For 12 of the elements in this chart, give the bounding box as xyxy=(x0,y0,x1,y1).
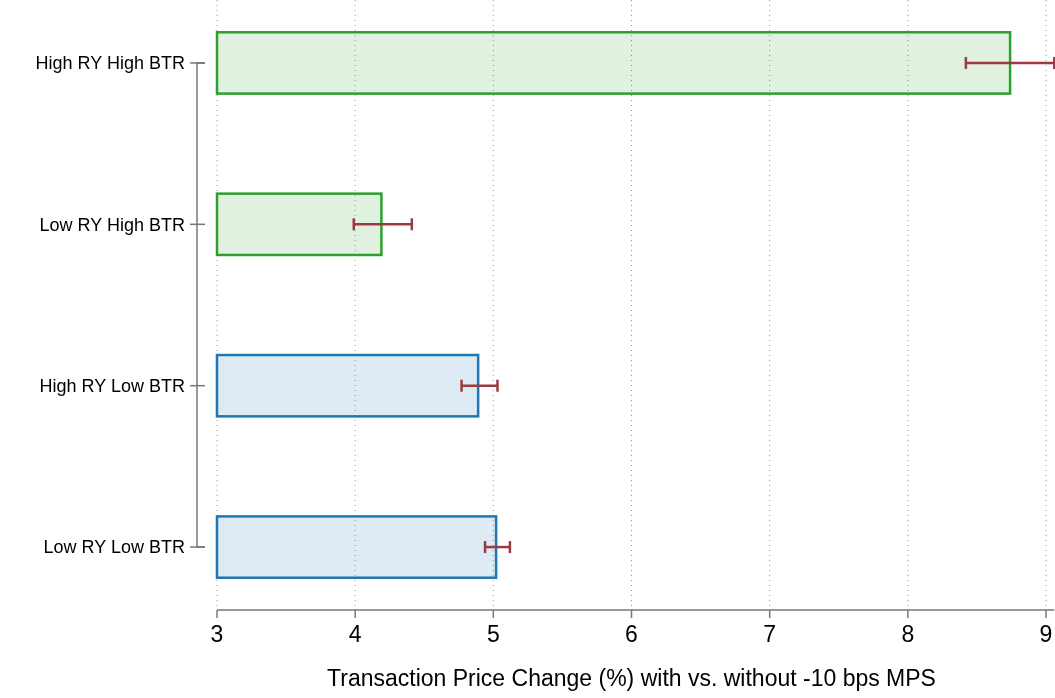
x-axis-title: Transaction Price Change (%) with vs. without -10 bps MPS xyxy=(327,665,936,691)
x-tick-label: 6 xyxy=(625,621,638,647)
x-tick-label: 4 xyxy=(348,621,362,647)
y-tick-label: High RY High BTR xyxy=(35,53,185,74)
y-tick-label: Low RY High BTR xyxy=(39,214,185,235)
x-tick-label: 3 xyxy=(210,621,224,647)
x-tick-label: 8 xyxy=(901,621,915,647)
x-tick-label: 7 xyxy=(763,621,777,647)
x-tick-label: 9 xyxy=(1039,621,1053,647)
y-tick-label: High RY Low BTR xyxy=(39,375,185,396)
y-tick-label: Low RY Low BTR xyxy=(43,537,185,558)
x-tick-label: 5 xyxy=(486,621,500,647)
